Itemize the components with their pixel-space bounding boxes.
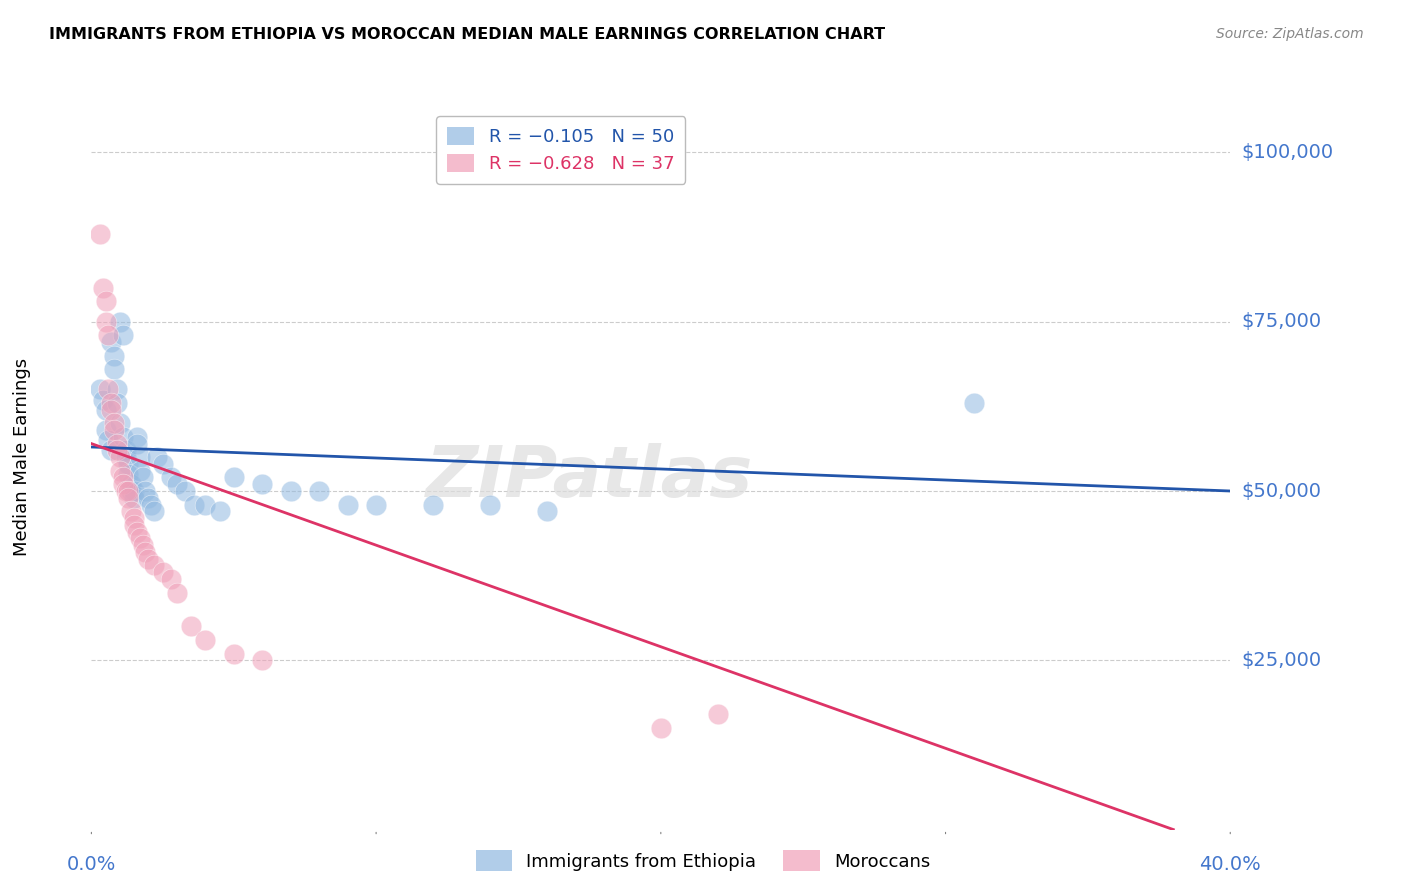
Text: ZIPatlas: ZIPatlas bbox=[426, 443, 754, 512]
Point bbox=[103, 362, 125, 376]
Point bbox=[122, 517, 145, 532]
Point bbox=[180, 619, 202, 633]
Point bbox=[111, 328, 134, 343]
Point bbox=[97, 383, 120, 397]
Point bbox=[128, 532, 150, 546]
Point bbox=[194, 498, 217, 512]
Point bbox=[108, 417, 131, 431]
Point bbox=[166, 585, 188, 599]
Point bbox=[100, 443, 122, 458]
Text: $25,000: $25,000 bbox=[1241, 651, 1322, 670]
Point bbox=[114, 450, 136, 464]
Point bbox=[143, 558, 166, 573]
Text: $50,000: $50,000 bbox=[1241, 482, 1322, 500]
Point bbox=[117, 491, 139, 505]
Point bbox=[114, 443, 136, 458]
Point bbox=[114, 483, 136, 498]
Point bbox=[117, 457, 139, 471]
Point bbox=[125, 436, 148, 450]
Point bbox=[138, 491, 160, 505]
Legend: Immigrants from Ethiopia, Moroccans: Immigrants from Ethiopia, Moroccans bbox=[468, 843, 938, 879]
Point bbox=[105, 396, 128, 410]
Point bbox=[120, 483, 142, 498]
Point bbox=[111, 470, 134, 484]
Point bbox=[134, 545, 156, 559]
Point bbox=[250, 477, 273, 491]
Point bbox=[122, 511, 145, 525]
Point bbox=[120, 477, 142, 491]
Point bbox=[122, 491, 145, 505]
Point bbox=[143, 504, 166, 518]
Text: $100,000: $100,000 bbox=[1241, 143, 1333, 162]
Point bbox=[97, 434, 120, 448]
Point bbox=[100, 402, 122, 417]
Point bbox=[222, 470, 245, 484]
Point bbox=[131, 470, 153, 484]
Point bbox=[94, 315, 117, 329]
Point bbox=[105, 436, 128, 450]
Point bbox=[94, 423, 117, 437]
Point bbox=[131, 538, 153, 552]
Point bbox=[706, 707, 728, 722]
Point bbox=[120, 504, 142, 518]
Text: Median Male Earnings: Median Male Earnings bbox=[13, 358, 31, 557]
Point bbox=[103, 349, 125, 363]
Point bbox=[125, 524, 148, 539]
Point bbox=[103, 417, 125, 431]
Point bbox=[128, 450, 150, 464]
Point bbox=[100, 396, 122, 410]
Point bbox=[364, 498, 387, 512]
Point bbox=[478, 498, 502, 512]
Point bbox=[108, 450, 131, 464]
Text: Source: ZipAtlas.com: Source: ZipAtlas.com bbox=[1216, 27, 1364, 41]
Point bbox=[536, 504, 558, 518]
Point bbox=[208, 504, 231, 518]
Text: IMMIGRANTS FROM ETHIOPIA VS MOROCCAN MEDIAN MALE EARNINGS CORRELATION CHART: IMMIGRANTS FROM ETHIOPIA VS MOROCCAN MED… bbox=[49, 27, 886, 42]
Point bbox=[174, 483, 197, 498]
Point bbox=[194, 632, 217, 647]
Point bbox=[94, 294, 117, 309]
Point bbox=[166, 477, 188, 491]
Point bbox=[94, 402, 117, 417]
Point bbox=[336, 498, 359, 512]
Text: 40.0%: 40.0% bbox=[1199, 855, 1261, 873]
Point bbox=[138, 551, 160, 566]
Point bbox=[111, 477, 134, 491]
Point bbox=[183, 498, 205, 512]
Point bbox=[152, 457, 174, 471]
Point bbox=[134, 483, 156, 498]
Point bbox=[146, 450, 169, 464]
Point bbox=[128, 464, 150, 478]
Text: $75,000: $75,000 bbox=[1241, 312, 1322, 331]
Point bbox=[152, 566, 174, 580]
Point bbox=[160, 572, 183, 586]
Point bbox=[963, 396, 986, 410]
Point bbox=[280, 483, 302, 498]
Point bbox=[89, 383, 111, 397]
Point bbox=[160, 470, 183, 484]
Point bbox=[105, 383, 128, 397]
Point bbox=[89, 227, 111, 241]
Point bbox=[117, 483, 139, 498]
Point bbox=[111, 430, 134, 444]
Point bbox=[108, 315, 131, 329]
Point bbox=[125, 430, 148, 444]
Point bbox=[308, 483, 330, 498]
Text: 0.0%: 0.0% bbox=[66, 855, 117, 873]
Point bbox=[122, 483, 145, 498]
Point bbox=[117, 467, 139, 481]
Point bbox=[422, 498, 444, 512]
Point bbox=[250, 653, 273, 667]
Point bbox=[100, 334, 122, 349]
Point bbox=[91, 281, 114, 295]
Point bbox=[108, 464, 131, 478]
Point bbox=[222, 647, 245, 661]
Legend: R = −0.105   N = 50, R = −0.628   N = 37: R = −0.105 N = 50, R = −0.628 N = 37 bbox=[436, 116, 685, 184]
Point bbox=[650, 721, 672, 735]
Point bbox=[103, 423, 125, 437]
Point bbox=[141, 498, 163, 512]
Point bbox=[97, 328, 120, 343]
Point bbox=[105, 443, 128, 458]
Point bbox=[91, 392, 114, 407]
